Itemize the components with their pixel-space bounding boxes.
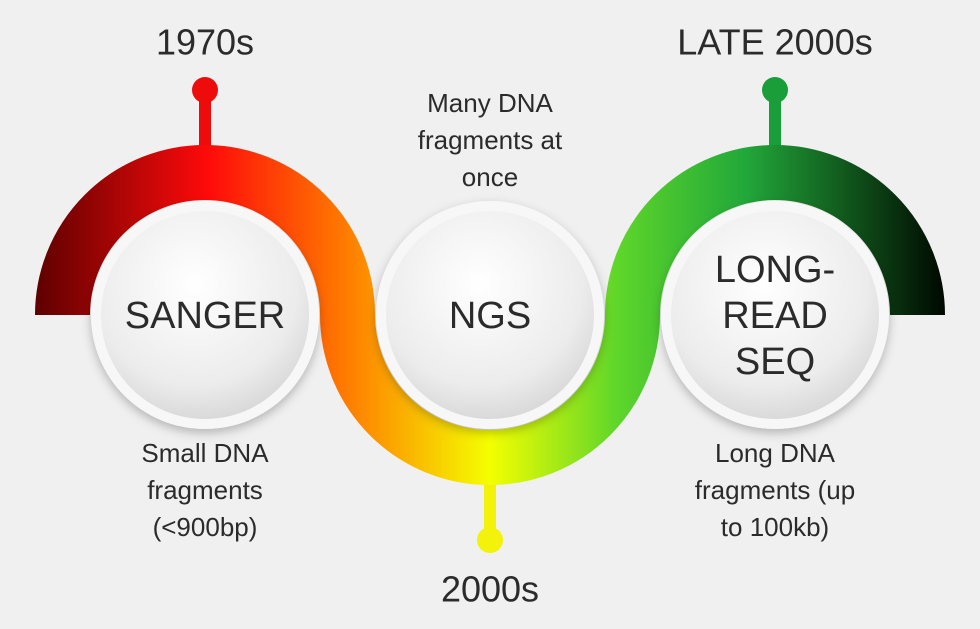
stage-label: SEQ — [735, 341, 815, 383]
stage-description: Long DNA — [715, 438, 836, 468]
stage-description: fragments at — [418, 125, 563, 155]
discs — [91, 201, 889, 429]
disc — [386, 211, 594, 419]
stage-description: (<900bp) — [153, 512, 258, 542]
stage-description: fragments (up — [695, 475, 855, 505]
stage-label: LONG- — [715, 249, 835, 291]
stage-label: NGS — [449, 295, 531, 337]
pin-dot — [192, 77, 218, 103]
era-label: 2000s — [441, 569, 539, 610]
era-label: 1970s — [156, 22, 254, 63]
stage-description: Many DNA — [427, 88, 553, 118]
disc — [671, 211, 879, 419]
stage-label: SANGER — [125, 295, 285, 337]
disc — [101, 211, 309, 419]
stage-description: once — [462, 162, 518, 192]
era-label: LATE 2000s — [677, 22, 872, 63]
stage-label: READ — [722, 295, 828, 337]
stage-description: to 100kb) — [721, 512, 829, 542]
stage-description: fragments — [147, 475, 263, 505]
wave-band — [35, 145, 945, 485]
pin-dot — [477, 527, 503, 553]
pin-dot — [762, 77, 788, 103]
stage-description: Small DNA — [141, 438, 269, 468]
